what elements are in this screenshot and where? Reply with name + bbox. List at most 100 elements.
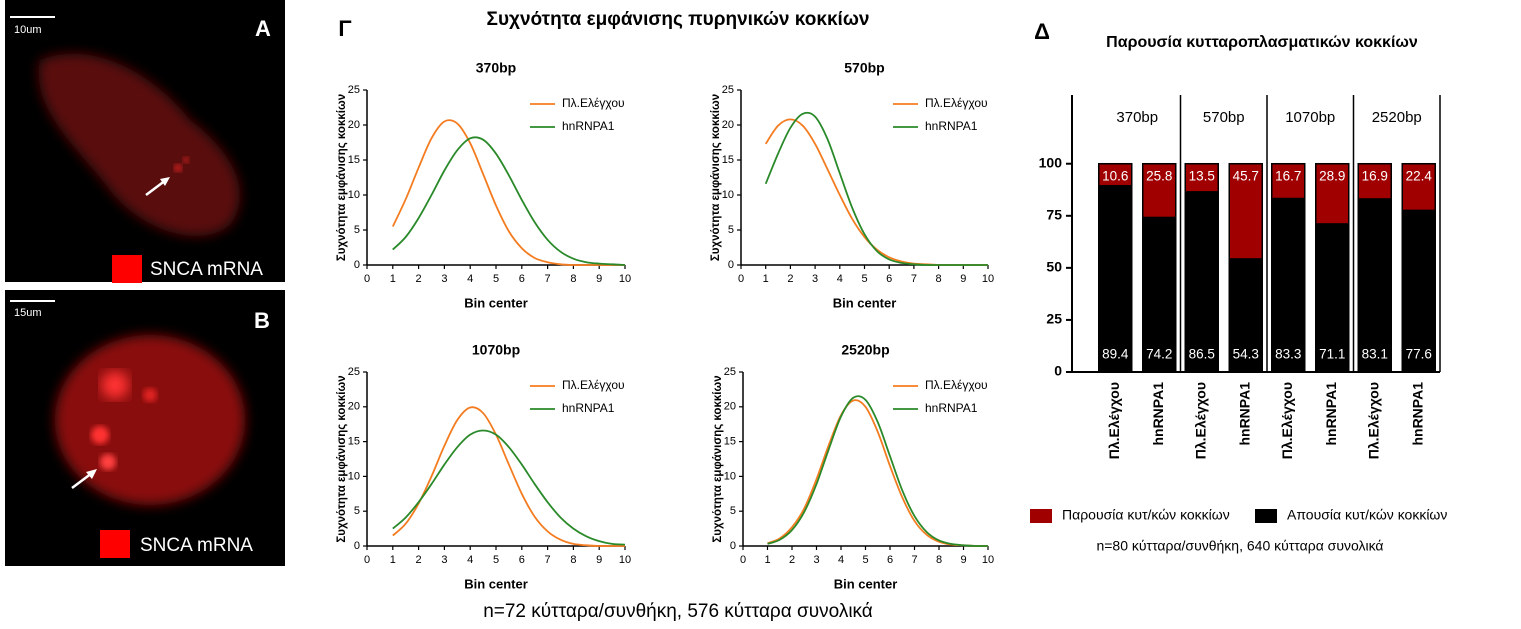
granule	[183, 157, 189, 163]
y-tick-label: 10	[348, 189, 360, 201]
bar-segment	[1184, 191, 1219, 373]
arrow-head	[160, 177, 170, 186]
x-tick-label: 5	[493, 554, 499, 566]
x-tick-label: Πλ.Ελέγχου	[1192, 382, 1208, 459]
y-axis-title: Συχνότητα εμφάνισης κοκκίων	[712, 375, 724, 542]
data-line	[767, 395, 989, 547]
x-tick-label: hnRNPA1	[1409, 382, 1425, 446]
x-tick-label: 8	[936, 273, 942, 285]
y-tick-label: 0	[354, 259, 360, 271]
chart-title: 570bp	[844, 60, 884, 76]
granule	[100, 454, 116, 470]
group-label: 1070bp	[1285, 109, 1335, 126]
section-title: Συχνότητα εμφάνισης πυρηνικών κοκκίων	[487, 9, 870, 30]
legend-label: Πλ.Ελέγχου	[925, 378, 988, 392]
data-line	[391, 119, 625, 266]
bar-segment	[1142, 162, 1177, 219]
x-tick-label: 4	[467, 554, 473, 566]
x-tick-label: Πλ.Ελέγχου	[1106, 382, 1122, 459]
legend-swatch	[1255, 509, 1277, 523]
x-tick-label: 5	[861, 273, 867, 285]
legend-label: Πλ.Ελέγχου	[562, 96, 625, 110]
x-tick-label: 7	[911, 554, 917, 566]
x-tick-label: 4	[838, 554, 844, 566]
x-tick-label: hnRNPA1	[1323, 382, 1339, 446]
legend-label: SNCA mRNA	[150, 259, 263, 280]
value-label: 83.3	[1275, 347, 1301, 362]
x-tick-label: 6	[519, 554, 525, 566]
x-tick-label: Πλ.Ελέγχου	[1279, 382, 1295, 459]
bar-segment	[1142, 216, 1177, 373]
x-tick-label: 4	[837, 273, 843, 285]
value-label: 16.9	[1362, 168, 1388, 183]
value-label: 89.4	[1102, 347, 1129, 362]
x-tick-label: 2	[416, 273, 422, 285]
bar-segment	[1315, 162, 1350, 225]
data-line	[764, 111, 988, 266]
value-label: 45.7	[1233, 168, 1259, 183]
y-tick-label: 5	[354, 224, 360, 236]
value-label: 22.4	[1406, 168, 1433, 183]
x-tick-label: 5	[493, 273, 499, 285]
bar-segment	[1357, 162, 1392, 200]
data-line	[392, 406, 625, 547]
section-note: n=72 κύτταρα/συνθήκη, 576 κύτταρα συνολι…	[483, 601, 873, 622]
y-axis-title: Συχνότητα εμφάνισης κοκκίων	[336, 375, 348, 542]
x-tick-label: 10	[619, 554, 631, 566]
x-tick-label: 5	[862, 554, 868, 566]
x-tick-label: 1	[763, 273, 769, 285]
x-tick-label: 3	[441, 554, 447, 566]
value-label: 54.3	[1233, 347, 1259, 362]
value-label: 28.9	[1319, 168, 1345, 183]
x-tick-label: 10	[619, 273, 631, 285]
y-tick-label: 15	[724, 436, 736, 448]
x-tick-label: 9	[960, 273, 966, 285]
x-tick-label: 0	[364, 554, 370, 566]
x-tick-label: 6	[519, 273, 525, 285]
y-tick-label: 15	[722, 154, 734, 166]
x-tick-label: 10	[982, 554, 994, 566]
y-tick-label: 25	[348, 84, 360, 96]
legend-label: hnRNPA1	[562, 401, 615, 415]
legend-label: Απουσία κυτ/κών κοκκίων	[1287, 507, 1447, 523]
y-axis-title: Συχνότητα εμφάνισης κοκκίων	[710, 94, 722, 261]
arrow-head	[86, 469, 97, 479]
granule	[174, 164, 182, 172]
bar-segment	[1184, 162, 1219, 193]
value-label: 86.5	[1189, 347, 1215, 362]
x-tick-label: 6	[886, 273, 892, 285]
y-tick-label: 20	[722, 119, 734, 131]
x-tick-label: hnRNPA1	[1150, 382, 1166, 446]
legend-label: hnRNPA1	[925, 119, 978, 133]
bar-segment	[1401, 162, 1436, 212]
y-tick-label: 20	[724, 401, 736, 413]
x-tick-label: 7	[911, 273, 917, 285]
x-axis-title: Bin center	[834, 576, 898, 591]
panel-b: 15um B SNCA mRNA	[5, 290, 285, 566]
x-tick-label: hnRNPA1	[1236, 382, 1252, 446]
value-label: 77.6	[1406, 347, 1432, 362]
x-tick-label: 4	[467, 273, 473, 285]
granule	[143, 388, 157, 402]
group-label: 2520bp	[1372, 109, 1422, 126]
bar-segment	[1271, 197, 1306, 373]
legend-label: Παρουσία κυτ/κών κοκκίων	[1062, 507, 1230, 523]
bar-segment	[1228, 162, 1263, 260]
x-tick-label: 3	[812, 273, 818, 285]
y-tick-label: 25	[724, 366, 736, 378]
bar-segment	[1098, 162, 1133, 187]
y-tick-label: 0	[354, 540, 360, 552]
x-tick-label: Πλ.Ελέγχου	[1365, 382, 1381, 459]
x-tick-label: 1	[764, 554, 770, 566]
value-label: 74.2	[1146, 347, 1172, 362]
panel-label: A	[255, 16, 271, 41]
value-label: 10.6	[1102, 168, 1128, 183]
legend-swatch	[1030, 509, 1052, 523]
group-label: 370bp	[1116, 109, 1158, 126]
x-tick-label: 8	[570, 273, 576, 285]
chart-title: 2520bp	[841, 342, 889, 358]
y-tick-label: 10	[724, 470, 736, 482]
chart-title: Παρουσία κυτταροπλασματικών κοκκίων	[1106, 34, 1418, 51]
x-tick-label: 7	[545, 554, 551, 566]
